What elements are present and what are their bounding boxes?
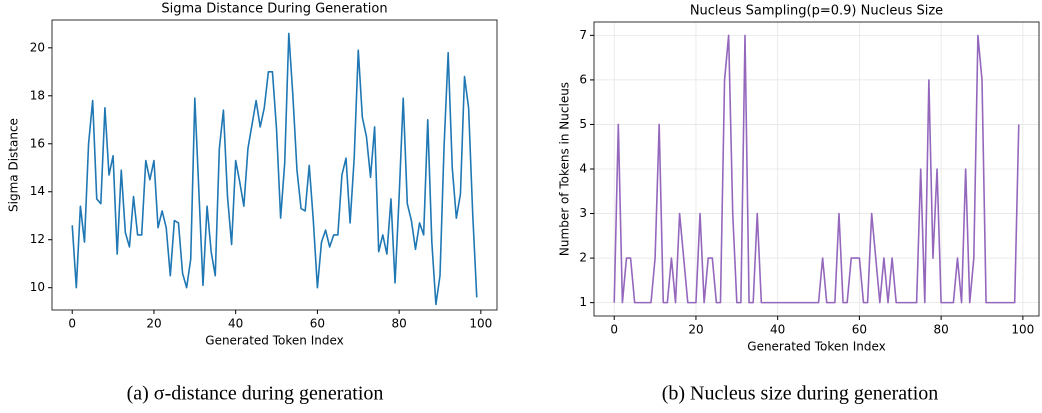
data-line: [71, 32, 478, 306]
caption: (b) Nucleus size during generation: [662, 383, 939, 405]
y-tick-label: 1: [579, 295, 587, 309]
x-axis-label: Generated Token Index: [205, 334, 343, 348]
y-tick-label: 3: [579, 206, 587, 220]
plot-frame: [593, 21, 1040, 317]
x-tick-label: 100: [1011, 323, 1034, 337]
y-tick-label: 16: [30, 136, 45, 150]
y-tick-label: 6: [579, 72, 587, 86]
x-axis-label: Generated Token Index: [747, 340, 885, 354]
y-tick-label: 5: [579, 117, 587, 131]
x-tick-label: 0: [610, 323, 618, 337]
x-tick-label: 100: [469, 317, 492, 331]
y-tick-label: 2: [579, 251, 587, 265]
x-tick-label: 40: [228, 317, 243, 331]
data-line: [613, 34, 1020, 304]
y-tick-label: 20: [30, 40, 45, 54]
y-tick-label: 4: [579, 162, 587, 176]
x-tick-label: 80: [933, 323, 948, 337]
y-tick-label: 18: [30, 88, 45, 102]
x-tick-label: 0: [68, 317, 76, 331]
x-tick-label: 20: [688, 323, 703, 337]
y-tick-label: 10: [30, 280, 45, 294]
x-tick-label: 60: [310, 317, 325, 331]
y-axis-label: Sigma Distance: [7, 118, 21, 212]
x-tick-label: 80: [391, 317, 406, 331]
y-tick-label: 14: [30, 184, 45, 198]
x-tick-label: 60: [852, 323, 867, 337]
chart-title: Sigma Distance During Generation: [161, 2, 387, 17]
x-tick-label: 20: [146, 317, 161, 331]
y-axis-label: Number of Tokens in Nucleus: [558, 82, 572, 256]
y-tick-label: 7: [579, 28, 587, 42]
chart-title: Nucleus Sampling(p=0.9) Nucleus Size: [690, 4, 943, 19]
y-tick-label: 12: [30, 232, 45, 246]
caption: (a) σ-distance during generation: [127, 383, 384, 405]
plot-frame: [51, 19, 498, 311]
x-tick-label: 40: [770, 323, 785, 337]
